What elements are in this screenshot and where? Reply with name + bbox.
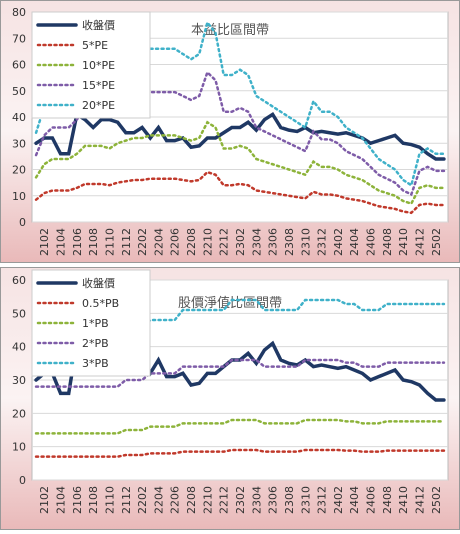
legend-label: 2*PB	[82, 337, 109, 350]
y-tick-label: 20	[12, 407, 26, 420]
legend-label: 20*PE	[82, 99, 115, 112]
x-tick-label: 2106	[71, 486, 84, 514]
legend: 收盤價 5*PE 10*PE 15*PE 20*PE	[31, 11, 151, 119]
x-tick-label: 2104	[55, 228, 68, 256]
x-tick-label: 2202	[136, 228, 149, 256]
x-tick-label: 2304	[250, 228, 263, 256]
legend-label: 收盤價	[82, 18, 115, 32]
x-tick-label: 2208	[185, 228, 198, 256]
line-series	[34, 120, 446, 206]
y-tick-label: 60	[12, 274, 26, 287]
line-series	[34, 358, 446, 388]
x-tick-label: 2306	[267, 486, 280, 514]
x-tick-label: 2110	[103, 228, 116, 256]
y-tick-label: 80	[12, 6, 26, 19]
chart: 0 10 20 30 40 50 60 70 80 2102 2104 2106 2108 2110 211…	[12, 6, 449, 256]
x-tick-label: 2202	[136, 486, 149, 514]
x-tick-label: 2206	[169, 486, 182, 514]
y-tick-label: 10	[12, 190, 26, 203]
x-tick-label: 2204	[152, 228, 165, 256]
legend-label: 15*PE	[82, 79, 115, 92]
x-tick-label: 2302	[234, 228, 247, 256]
y-tick-label: 0	[19, 474, 26, 487]
x-tick-label: 2402	[332, 228, 345, 256]
x-tick-label: 2412	[413, 228, 426, 256]
x-tick-label: 2104	[55, 486, 68, 514]
x-tick-label: 2310	[299, 486, 312, 514]
legend-label: 10*PE	[82, 59, 115, 72]
x-tick-label: 2402	[332, 486, 345, 514]
x-tick-label: 2108	[87, 486, 100, 514]
x-tick-label: 2310	[299, 228, 312, 256]
x-tick-label: 2410	[397, 228, 410, 256]
x-tick-label: 2212	[218, 486, 231, 514]
x-tick-label: 2408	[381, 486, 394, 514]
x-tick-label: 2102	[38, 228, 51, 256]
y-tick-label: 0	[19, 216, 26, 229]
x-tick-label: 2306	[267, 228, 280, 256]
y-tick-label: 70	[12, 32, 26, 45]
x-tick-label: 2404	[348, 486, 361, 514]
legend-label: 1*PB	[82, 317, 109, 330]
x-tick-label: 2308	[283, 486, 296, 514]
x-tick-label: 2212	[218, 228, 231, 256]
line-series	[34, 111, 446, 161]
x-tick-label: 2102	[38, 486, 51, 514]
legend-label: 收盤價	[82, 276, 115, 290]
line-series	[34, 418, 446, 435]
x-tick-label: 2502	[430, 486, 443, 514]
x-tick-label: 2502	[430, 228, 443, 256]
x-tick-label: 2304	[250, 486, 263, 514]
x-tick-label: 2410	[397, 486, 410, 514]
x-tick-label: 2302	[234, 486, 247, 514]
y-tick-label: 20	[12, 164, 26, 177]
y-tick-label: 60	[12, 59, 26, 72]
line-series	[34, 448, 446, 458]
y-tick-label: 50	[12, 307, 26, 320]
y-tick-label: 40	[12, 111, 26, 124]
x-tick-label: 2308	[283, 228, 296, 256]
x-tick-label: 2108	[87, 228, 100, 256]
legend: 收盤價 0.5*PB 1*PB 2*PB 3*PB	[31, 269, 151, 377]
y-tick-label: 30	[12, 137, 26, 150]
line-series	[34, 170, 446, 215]
x-tick-label: 2112	[120, 228, 133, 256]
x-tick-label: 2206	[169, 228, 182, 256]
x-tick-label: 2112	[120, 486, 133, 514]
x-tick-label: 2210	[201, 486, 214, 514]
y-tick-label: 10	[12, 441, 26, 454]
x-tick-label: 2406	[365, 486, 378, 514]
x-tick-label: 2412	[413, 486, 426, 514]
x-tick-label: 2406	[365, 228, 378, 256]
y-tick-label: 50	[12, 85, 26, 98]
legend-label: 5*PE	[82, 39, 108, 52]
x-tick-label: 2208	[185, 486, 198, 514]
x-tick-label: 2210	[201, 228, 214, 256]
x-tick-label: 2110	[103, 486, 116, 514]
y-tick-label: 40	[12, 341, 26, 354]
x-tick-label: 2106	[71, 228, 84, 256]
x-tick-label: 2408	[381, 228, 394, 256]
y-tick-label: 30	[12, 374, 26, 387]
x-tick-label: 2312	[316, 486, 329, 514]
x-tick-label: 2204	[152, 486, 165, 514]
legend-label: 0.5*PB	[82, 297, 119, 310]
x-tick-label: 2404	[348, 228, 361, 256]
legend-label: 3*PB	[82, 357, 109, 370]
x-tick-label: 2312	[316, 228, 329, 256]
